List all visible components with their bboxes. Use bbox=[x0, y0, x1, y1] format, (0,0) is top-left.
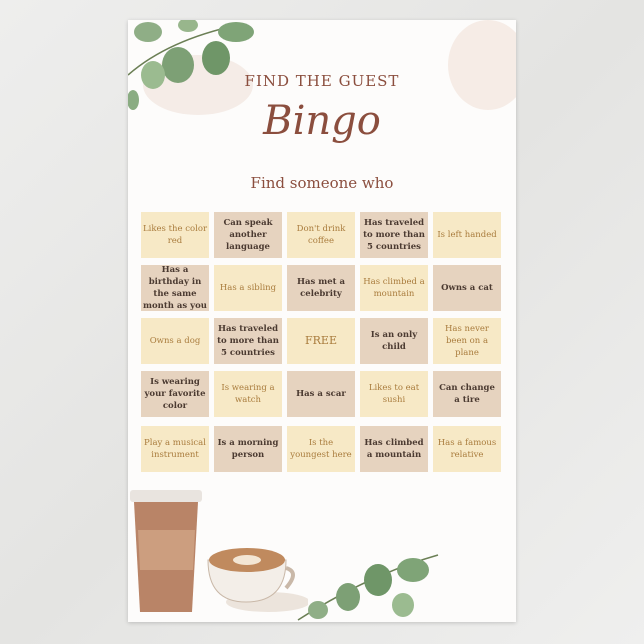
bingo-cell[interactable]: Don't drink coffee bbox=[287, 212, 355, 258]
watercolor-blob-icon bbox=[448, 20, 516, 110]
bingo-cell[interactable]: Has climbed a mountain bbox=[360, 265, 428, 311]
title: Bingo bbox=[263, 98, 381, 144]
bingo-cell[interactable]: Has traveled to more than 5 countries bbox=[360, 212, 428, 258]
subtitle: FIND THE GUEST bbox=[244, 72, 400, 90]
bingo-cell[interactable]: Owns a dog bbox=[141, 318, 209, 364]
bingo-cell[interactable]: Has a sibling bbox=[214, 265, 282, 311]
bingo-cell[interactable]: Owns a cat bbox=[433, 265, 501, 311]
bingo-cell[interactable]: Is wearing a watch bbox=[214, 371, 282, 417]
prompt: Find someone who bbox=[250, 174, 394, 192]
bingo-cell[interactable]: Has a famous relative bbox=[433, 426, 501, 472]
eucalyptus-top-icon bbox=[128, 20, 254, 115]
bingo-cell[interactable]: Can speak another language bbox=[214, 212, 282, 258]
free-cell[interactable]: FREE bbox=[287, 318, 355, 364]
bingo-cell[interactable]: Is an only child bbox=[360, 318, 428, 364]
bingo-cell[interactable]: Is the youngest here bbox=[287, 426, 355, 472]
bingo-cell[interactable]: Has climbed a mountain bbox=[360, 426, 428, 472]
coffee-cup-icon bbox=[130, 490, 308, 612]
bingo-cell[interactable]: Likes the color red bbox=[141, 212, 209, 258]
bingo-cell[interactable]: Is a morning person bbox=[214, 426, 282, 472]
bingo-cell[interactable]: Has traveled to more than 5 countries bbox=[214, 318, 282, 364]
eucalyptus-bottom-icon bbox=[297, 554, 439, 621]
bingo-cell[interactable]: Has a birthday in the same month as you bbox=[141, 265, 209, 311]
bingo-cell[interactable]: Play a musical instrument bbox=[141, 426, 209, 472]
bingo-cell[interactable]: Has met a celebrity bbox=[287, 265, 355, 311]
bingo-cell[interactable]: Likes to eat sushi bbox=[360, 371, 428, 417]
bingo-cell[interactable]: Has never been on a plane bbox=[433, 318, 501, 364]
bingo-cell[interactable]: Is left handed bbox=[433, 212, 501, 258]
bingo-cell[interactable]: Is wearing your favorite color bbox=[141, 371, 209, 417]
bingo-cell[interactable]: Can change a tire bbox=[433, 371, 501, 417]
bingo-cell[interactable]: Has a scar bbox=[287, 371, 355, 417]
bingo-card: FIND THE GUEST Bingo Find someone who Li… bbox=[128, 20, 516, 622]
